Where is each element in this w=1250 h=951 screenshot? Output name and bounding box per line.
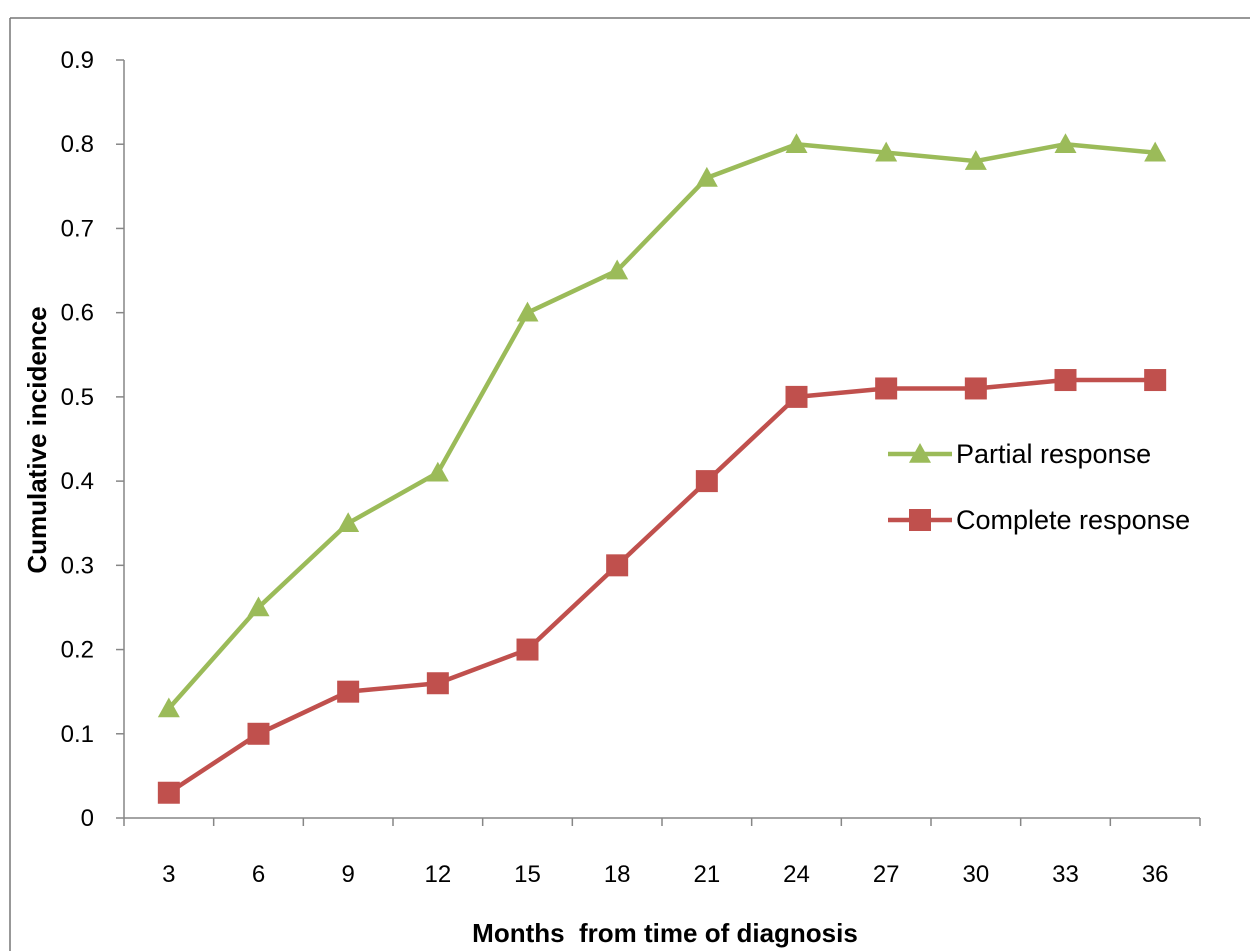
x-tick-label: 24 [783, 861, 810, 888]
data-point-complete-response [1144, 369, 1167, 392]
data-point-complete-response [695, 470, 718, 493]
series-partial-response [157, 133, 1167, 718]
y-tick-label: 0.8 [61, 131, 94, 158]
x-axis-title: Months from time of diagnosis [472, 918, 858, 948]
data-point-complete-response [516, 638, 539, 661]
data-point-complete-response [606, 554, 629, 577]
x-tick-label: 15 [514, 861, 541, 888]
y-tick-label: 0.3 [61, 552, 94, 579]
x-tick-label: 36 [1142, 861, 1169, 888]
x-tick-label: 21 [693, 861, 720, 888]
data-point-partial-response [875, 141, 898, 162]
data-point-partial-response [785, 133, 808, 154]
x-axis: 3 6 9 12 15 18 21 24 27 30 33 36 [123, 817, 1201, 888]
y-tick-label: 0.1 [61, 721, 94, 748]
data-point-partial-response [695, 166, 718, 187]
legend-label: Complete response [956, 505, 1190, 535]
data-point-complete-response [964, 377, 987, 400]
x-tick-label: 33 [1052, 861, 1079, 888]
x-tick-label: 27 [873, 861, 900, 888]
x-tick-label: 6 [252, 861, 265, 888]
legend-item-partial-response: Partial response [888, 439, 1151, 469]
y-axis-title: Cumulative incidence [22, 306, 52, 573]
x-tick-label: 30 [962, 861, 989, 888]
data-point-partial-response [516, 301, 539, 322]
data-point-complete-response [247, 722, 270, 745]
series-line-complete-response [167, 377, 1156, 795]
data-point-partial-response [157, 697, 180, 718]
y-tick-label: 0.6 [61, 300, 94, 327]
legend: Partial response Complete response [888, 439, 1190, 535]
y-tick-label: 0.4 [61, 468, 94, 495]
legend-label: Partial response [956, 439, 1151, 469]
series-complete-response [157, 369, 1167, 804]
y-tick-label: 0.9 [61, 47, 94, 74]
data-point-complete-response [426, 672, 449, 695]
y-tick-label: 0 [81, 805, 94, 832]
data-point-complete-response [1054, 369, 1077, 392]
data-point-partial-response [1144, 141, 1167, 162]
legend-marker [909, 443, 931, 463]
x-tick-label: 3 [162, 861, 175, 888]
data-point-partial-response [337, 512, 360, 533]
y-axis: 0 0.1 0.2 0.3 0.4 0.5 0.6 0.7 0.8 0.9 [61, 47, 125, 832]
x-tick-label: 9 [341, 861, 354, 888]
data-point-complete-response [157, 781, 180, 804]
data-point-complete-response [337, 680, 360, 703]
legend-marker [909, 509, 931, 531]
y-tick-label: 0.2 [61, 637, 94, 664]
data-point-partial-response [247, 596, 270, 617]
y-tick-label: 0.5 [61, 384, 94, 411]
data-point-complete-response [875, 377, 898, 400]
y-tick-label: 0.7 [61, 215, 94, 242]
series-line-partial-response [167, 141, 1156, 711]
data-point-partial-response [426, 461, 449, 482]
data-point-partial-response [1054, 133, 1077, 154]
legend-item-complete-response: Complete response [888, 505, 1190, 535]
data-point-complete-response [785, 385, 808, 408]
data-point-partial-response [606, 259, 629, 280]
data-point-partial-response [964, 150, 987, 170]
series-layer [157, 133, 1167, 804]
x-tick-label: 18 [604, 861, 631, 888]
x-tick-label: 12 [424, 861, 451, 888]
